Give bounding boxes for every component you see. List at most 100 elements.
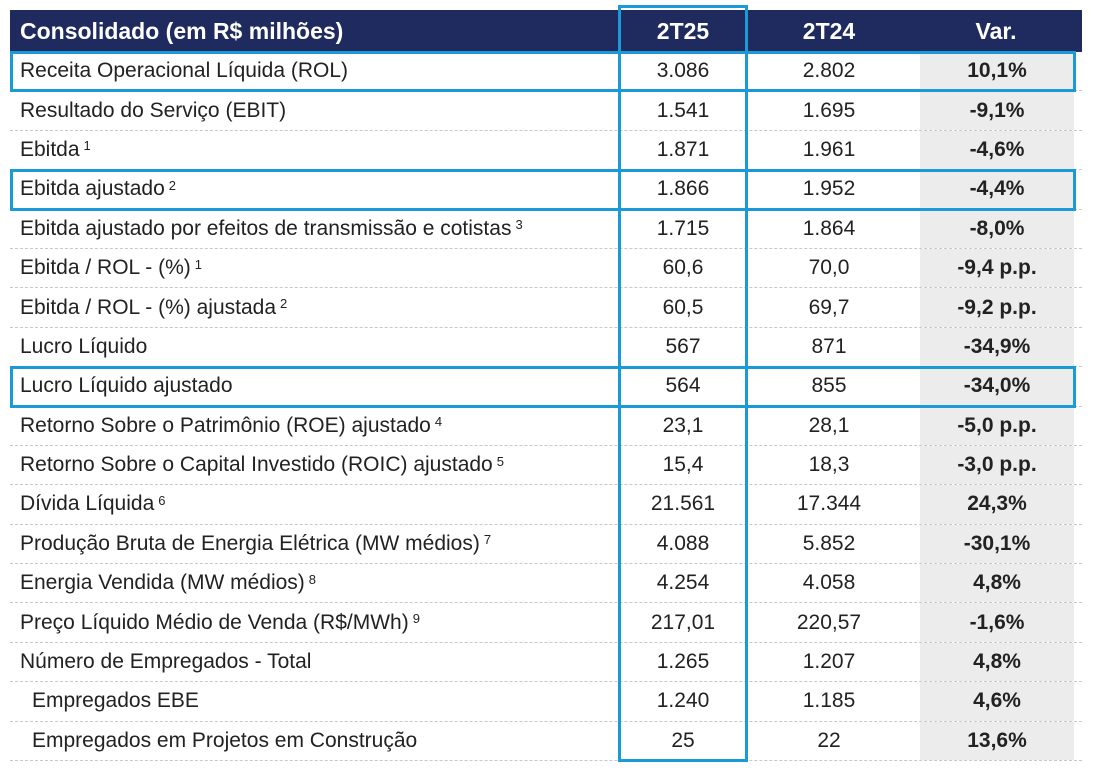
header-var: Var. xyxy=(975,17,1017,44)
value-var: -4,4% xyxy=(920,170,1074,209)
value-2t24: 4.058 xyxy=(802,571,856,595)
value-var: -9,2 p.p. xyxy=(920,288,1074,327)
table-row: Receita Operacional Líquida (ROL) 3.086 2.… xyxy=(10,52,1082,92)
row-label-text: Ebitda xyxy=(20,137,80,161)
footnote-marker: 9 xyxy=(412,611,420,627)
value-2t25: 4.088 xyxy=(656,531,710,555)
table-row: Ebitda / ROL - (%) ajustada 2 60,5 69,7 -9,2… xyxy=(10,288,1082,328)
row-label-text: Ebitda / ROL - (%) ajustada xyxy=(20,295,276,319)
value-2t25: 25 xyxy=(671,728,695,752)
value-2t24: 855 xyxy=(811,374,847,398)
row-label-text: Número de Empregados - Total xyxy=(20,650,312,674)
value-var: -34,0% xyxy=(920,367,1074,406)
value-2t24: 22 xyxy=(817,728,841,752)
table-row: Produção Bruta de Energia Elétrica (MW m… xyxy=(10,524,1082,565)
row-label: Ebitda ajustado por efeitos de transmiss… xyxy=(10,210,618,248)
value-var: 10,1% xyxy=(920,52,1074,91)
value-var: 13,6% xyxy=(920,721,1074,761)
value-var: -4,6% xyxy=(920,130,1074,170)
value-2t24: 1.952 xyxy=(802,177,856,201)
table-row: Energia Vendida (MW médios) 8 4.254 4.058 4,… xyxy=(10,564,1082,604)
footnote-marker: 5 xyxy=(496,453,504,469)
row-label: Empregados EBE xyxy=(10,682,618,720)
value-2t25: 217,01 xyxy=(650,610,716,634)
table-row: Número de Empregados - Total 1.265 1.207 4,… xyxy=(10,642,1082,683)
row-label: Ebitda / ROL - (%) 1 xyxy=(10,249,618,287)
table-row: Empregados em Projetos em Construção 25 22… xyxy=(10,721,1082,762)
value-2t25: 1.265 xyxy=(656,650,710,674)
value-2t24: 2.802 xyxy=(802,59,856,83)
row-label: Produção Bruta de Energia Elétrica (MW m… xyxy=(10,525,618,563)
value-var: -1,6% xyxy=(920,603,1074,642)
value-var: -9,4 p.p. xyxy=(920,248,1074,288)
value-var: 24,3% xyxy=(920,485,1074,524)
value-var: 4,6% xyxy=(920,682,1074,721)
row-label-text: Lucro Líquido ajustado xyxy=(20,374,233,398)
row-label-text: Retorno Sobre o Capital Investido (ROIC)… xyxy=(20,453,493,477)
value-2t24: 17.344 xyxy=(796,492,862,516)
value-2t25: 60,6 xyxy=(662,256,704,280)
value-2t25: 15,4 xyxy=(662,453,704,477)
table-row: Ebitda ajustado por efeitos de transmiss… xyxy=(10,209,1082,249)
footnote-marker: 6 xyxy=(158,492,166,508)
row-label: Retorno Sobre o Capital Investido (ROIC)… xyxy=(10,446,618,484)
footnote-marker: 7 xyxy=(483,532,492,548)
financial-table: Consolidado (em R$ milhões) 2T25 2T24 Va… xyxy=(10,5,1082,762)
row-label: Energia Vendida (MW médios) 8 xyxy=(10,564,618,602)
value-2t24: 1.961 xyxy=(802,137,856,161)
table-body: Receita Operacional Líquida (ROL) 3.086 2.… xyxy=(10,5,1082,762)
row-label: Ebitda / ROL - (%) ajustada 2 xyxy=(10,288,618,326)
table-row: Ebitda 1 1.871 1.961 -4,6% xyxy=(10,130,1082,171)
value-var: -5,0 p.p. xyxy=(920,406,1074,445)
row-label-text: Ebitda ajustado xyxy=(20,177,165,201)
table-row: Retorno Sobre o Capital Investido (ROIC)… xyxy=(10,445,1082,486)
value-2t25: 21.561 xyxy=(650,492,716,516)
value-2t24: 1.695 xyxy=(802,98,856,122)
row-label-text: Ebitda ajustado por efeitos de transmiss… xyxy=(20,216,512,240)
row-label-text: Energia Vendida (MW médios) xyxy=(20,571,305,595)
value-2t25: 564 xyxy=(665,374,701,398)
header-2t24: 2T24 xyxy=(802,17,856,44)
value-2t24: 69,7 xyxy=(808,295,850,319)
row-label-text: Produção Bruta de Energia Elétrica (MW m… xyxy=(20,531,480,555)
value-2t24: 18,3 xyxy=(808,453,850,477)
value-var: -34,9% xyxy=(920,327,1074,367)
value-var: 4,8% xyxy=(920,564,1074,603)
value-2t25: 1.715 xyxy=(656,216,710,240)
value-2t24: 5.852 xyxy=(802,531,856,555)
value-2t25: 1.541 xyxy=(656,98,710,122)
table-row: Lucro Líquido ajustado 564 855 -34,0% xyxy=(10,367,1082,407)
footnote-marker: 2 xyxy=(280,296,288,312)
row-label: Resultado do Serviço (EBIT) xyxy=(10,91,618,129)
row-label-text: Retorno Sobre o Patrimônio (ROE) ajustad… xyxy=(20,413,431,437)
value-2t24: 1.185 xyxy=(802,689,856,713)
value-2t24: 1.864 xyxy=(802,216,856,240)
row-label-text: Resultado do Serviço (EBIT) xyxy=(20,98,287,122)
row-label-text: Dívida Líquida xyxy=(20,492,155,516)
row-label-text: Empregados EBE xyxy=(32,689,199,713)
footnote-marker: 4 xyxy=(434,414,443,430)
table-row: Lucro Líquido 567 871 -34,9% xyxy=(10,327,1082,368)
row-label-text: Lucro Líquido xyxy=(20,334,148,358)
table-row: Ebitda ajustado 2 1.866 1.952 -4,4% xyxy=(10,170,1082,210)
table-row: Preço Líquido Médio de Venda (R$/MWh) 9 21… xyxy=(10,603,1082,643)
value-2t25: 60,5 xyxy=(662,295,704,319)
row-label-text: Ebitda / ROL - (%) xyxy=(20,256,191,280)
value-var: -30,1% xyxy=(920,524,1074,564)
value-var: 4,8% xyxy=(920,642,1074,682)
table-header: Consolidado (em R$ milhões) 2T25 2T24 Va… xyxy=(10,10,1082,52)
row-label: Empregados em Projetos em Construção xyxy=(10,722,618,760)
row-label: Dívida Líquida 6 xyxy=(10,485,618,523)
row-label: Ebitda 1 xyxy=(10,131,618,169)
footnote-marker: 1 xyxy=(194,256,203,272)
value-2t24: 28,1 xyxy=(808,413,850,437)
table-row: Empregados EBE 1.240 1.185 4,6% xyxy=(10,682,1082,722)
header-label: Consolidado (em R$ milhões) xyxy=(20,17,344,44)
value-2t25: 567 xyxy=(665,334,701,358)
row-label: Ebitda ajustado 2 xyxy=(10,170,618,208)
table-row: Retorno Sobre o Patrimônio (ROE) ajustad… xyxy=(10,406,1082,446)
value-2t24: 871 xyxy=(811,334,847,358)
table-row: Dívida Líquida 6 21.561 17.344 24,3% xyxy=(10,485,1082,525)
footnote-marker: 2 xyxy=(168,177,177,193)
value-2t24: 220,57 xyxy=(796,610,862,634)
